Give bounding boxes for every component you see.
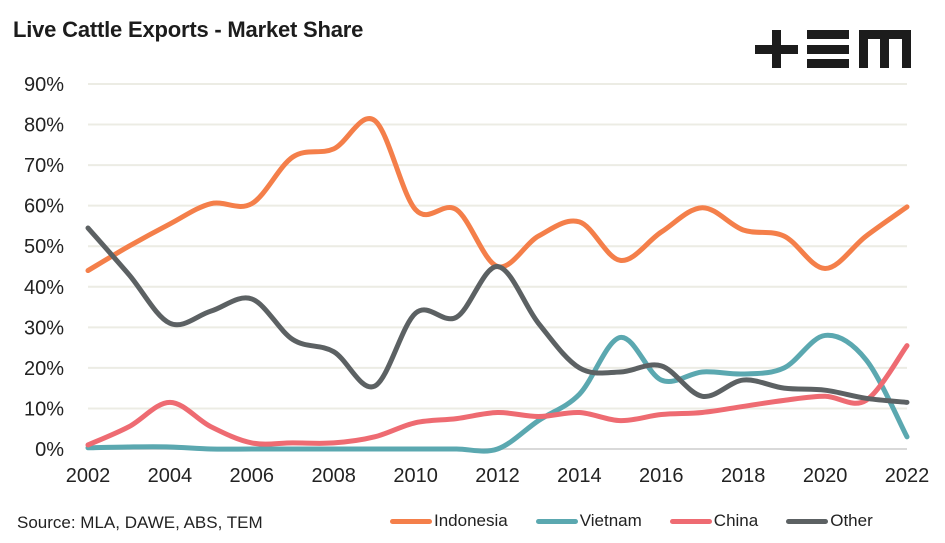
x-tick-label: 2022: [885, 465, 930, 487]
x-tick-label: 2014: [557, 465, 602, 487]
legend-label: Other: [830, 511, 873, 530]
legend-swatch: [390, 518, 432, 524]
y-tick-label: 80%: [24, 115, 64, 137]
series-line-vietnam: [85, 332, 910, 454]
legend-item-china: China: [669, 511, 759, 531]
y-tick-label: 90%: [24, 74, 64, 96]
y-tick-label: 60%: [24, 196, 64, 218]
x-tick-label: 2006: [230, 465, 275, 487]
x-tick-label: 2018: [721, 465, 766, 487]
x-tick-label: 2008: [311, 465, 356, 487]
legend-label: China: [713, 511, 759, 530]
y-tick-label: 30%: [24, 317, 64, 339]
legend-swatch: [669, 518, 712, 524]
y-tick-label: 0%: [35, 439, 64, 461]
legend-swatch: [535, 518, 578, 524]
y-tick-label: 10%: [24, 398, 64, 420]
y-tick-label: 20%: [24, 358, 64, 380]
tem-logo-icon: [755, 30, 911, 68]
source-note: Source: MLA, DAWE, ABS, TEM: [17, 513, 263, 532]
legend-item-vietnam: Vietnam: [535, 511, 642, 531]
legend: Indonesia Vietnam China Other: [390, 511, 901, 531]
series-line-other: [85, 225, 910, 405]
x-tick-label: 2002: [66, 465, 111, 487]
x-tick-label: 2012: [475, 465, 520, 487]
legend-label: Vietnam: [579, 511, 642, 530]
legend-label: Indonesia: [434, 511, 508, 530]
chart-title: Live Cattle Exports - Market Share: [13, 17, 364, 42]
x-tick-label: 2016: [639, 465, 684, 487]
legend-swatch: [786, 518, 829, 524]
x-tick-label: 2004: [148, 465, 193, 487]
x-tick-label: 2020: [803, 465, 848, 487]
legend-item-indonesia: Indonesia: [390, 511, 508, 531]
y-tick-label: 40%: [24, 277, 64, 299]
y-tick-label: 70%: [24, 155, 64, 177]
legend-item-other: Other: [786, 511, 873, 531]
y-tick-label: 50%: [24, 236, 64, 258]
x-tick-label: 2010: [393, 465, 438, 487]
series-line-china: [85, 343, 910, 448]
series-line-indonesia: [85, 116, 910, 274]
